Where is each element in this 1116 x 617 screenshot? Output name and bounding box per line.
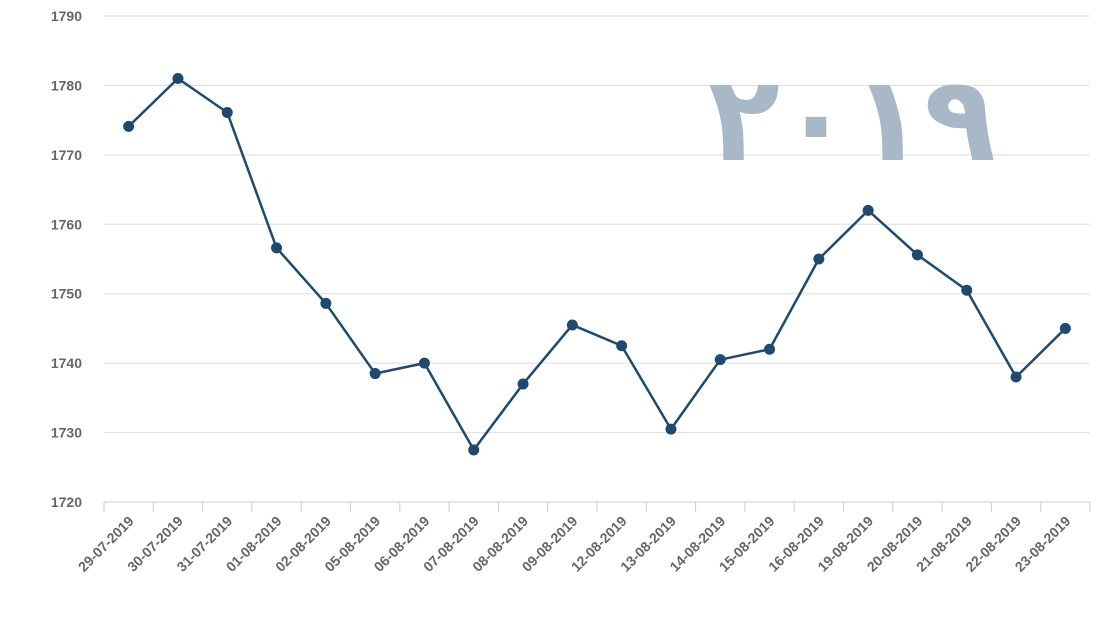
data-point: [566, 319, 578, 331]
x-axis: 29-07-201930-07-201931-07-201901-08-2019…: [75, 501, 1091, 575]
data-point: [1010, 371, 1022, 383]
data-point: [616, 340, 628, 352]
data-point: [271, 242, 283, 254]
series-line: [127, 77, 1067, 452]
data-point: [1059, 322, 1071, 334]
y-tick-label: 1730: [51, 425, 82, 441]
data-point: [221, 107, 233, 119]
watermark-group: ۲۰۱۹: [708, 50, 996, 188]
data-point: [665, 423, 677, 435]
data-point: [813, 253, 825, 265]
data-point: [862, 204, 874, 216]
y-tick-label: 1780: [51, 77, 82, 93]
data-point: [468, 444, 480, 456]
y-tick-label: 1790: [51, 8, 82, 24]
data-point: [172, 72, 184, 84]
data-point: [911, 249, 923, 261]
y-tick-label: 1750: [51, 286, 82, 302]
y-tick-label: 1740: [51, 355, 82, 371]
data-point: [517, 378, 529, 390]
y-axis: 1720 1730 1740 1750 1760 1770 1780 1790: [51, 8, 82, 510]
data-point: [123, 120, 135, 132]
data-point: [369, 368, 381, 380]
year-watermark: ۲۰۱۹: [708, 50, 996, 188]
y-tick-label: 1720: [51, 494, 82, 510]
data-point: [961, 284, 973, 296]
data-point: [320, 297, 332, 309]
series-price: [123, 72, 1071, 456]
y-tick-label: 1770: [51, 147, 82, 163]
data-point: [714, 354, 726, 366]
y-tick-label: 1760: [51, 216, 82, 232]
data-point: [418, 357, 430, 369]
data-point: [764, 343, 776, 355]
